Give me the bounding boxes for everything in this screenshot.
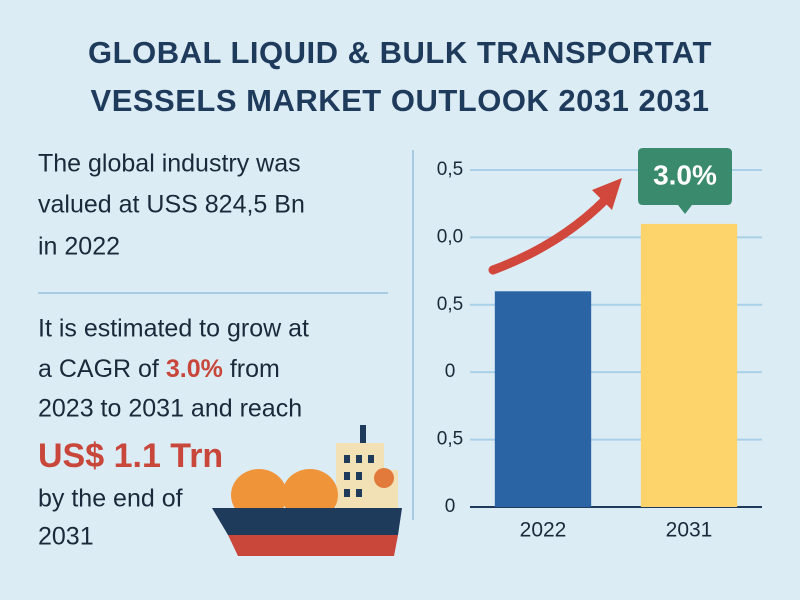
growth-arrow <box>488 195 610 275</box>
intro-line: in 2022 <box>38 233 120 261</box>
y-tick-label: 0,0 <box>437 226 463 247</box>
growth-line: It is estimated to grow at <box>38 315 309 343</box>
intro-line: valued at USS 824,5 Bn <box>38 191 305 219</box>
y-tick-label: 0,5 <box>437 294 463 315</box>
intro-line: The global industry was <box>38 150 301 178</box>
y-tick-label: 0,5 <box>437 159 463 180</box>
y-tick-label: 0 <box>445 496 456 517</box>
title-line: VESSELS MARKET OUTLOOK 2031 2031 <box>91 83 710 118</box>
y-tick-label: 0 <box>445 361 456 382</box>
callout <box>638 148 732 214</box>
arrow-head <box>592 178 622 210</box>
annotation: 3.0% <box>653 159 717 190</box>
growth-line: a CAGR of 3.0% from <box>38 355 280 383</box>
cagr-suffix: from <box>230 355 280 383</box>
x-tick-label: 2031 <box>666 519 713 542</box>
plot: 0 0,5 0 0,5 0,0 0,5 2022 2031 <box>437 159 762 542</box>
bar <box>640 223 738 507</box>
cagr-value: 3.0% <box>166 355 223 383</box>
growth-line: 2023 to 2031 and reach <box>38 395 302 423</box>
target-value: US$ 1.1 Trn <box>38 437 223 475</box>
end-line: 2031 <box>38 523 94 551</box>
title-line: GLOBAL LIQUID & BULK TRANSPORTAT <box>88 35 712 70</box>
y-tick-label: 0,5 <box>437 429 463 450</box>
x-tick-label: 2022 <box>520 519 567 542</box>
bar <box>494 291 592 507</box>
ship <box>212 425 402 556</box>
cagr-prefix: a CAGR of <box>38 355 159 383</box>
end-line: by the end of <box>38 485 183 513</box>
